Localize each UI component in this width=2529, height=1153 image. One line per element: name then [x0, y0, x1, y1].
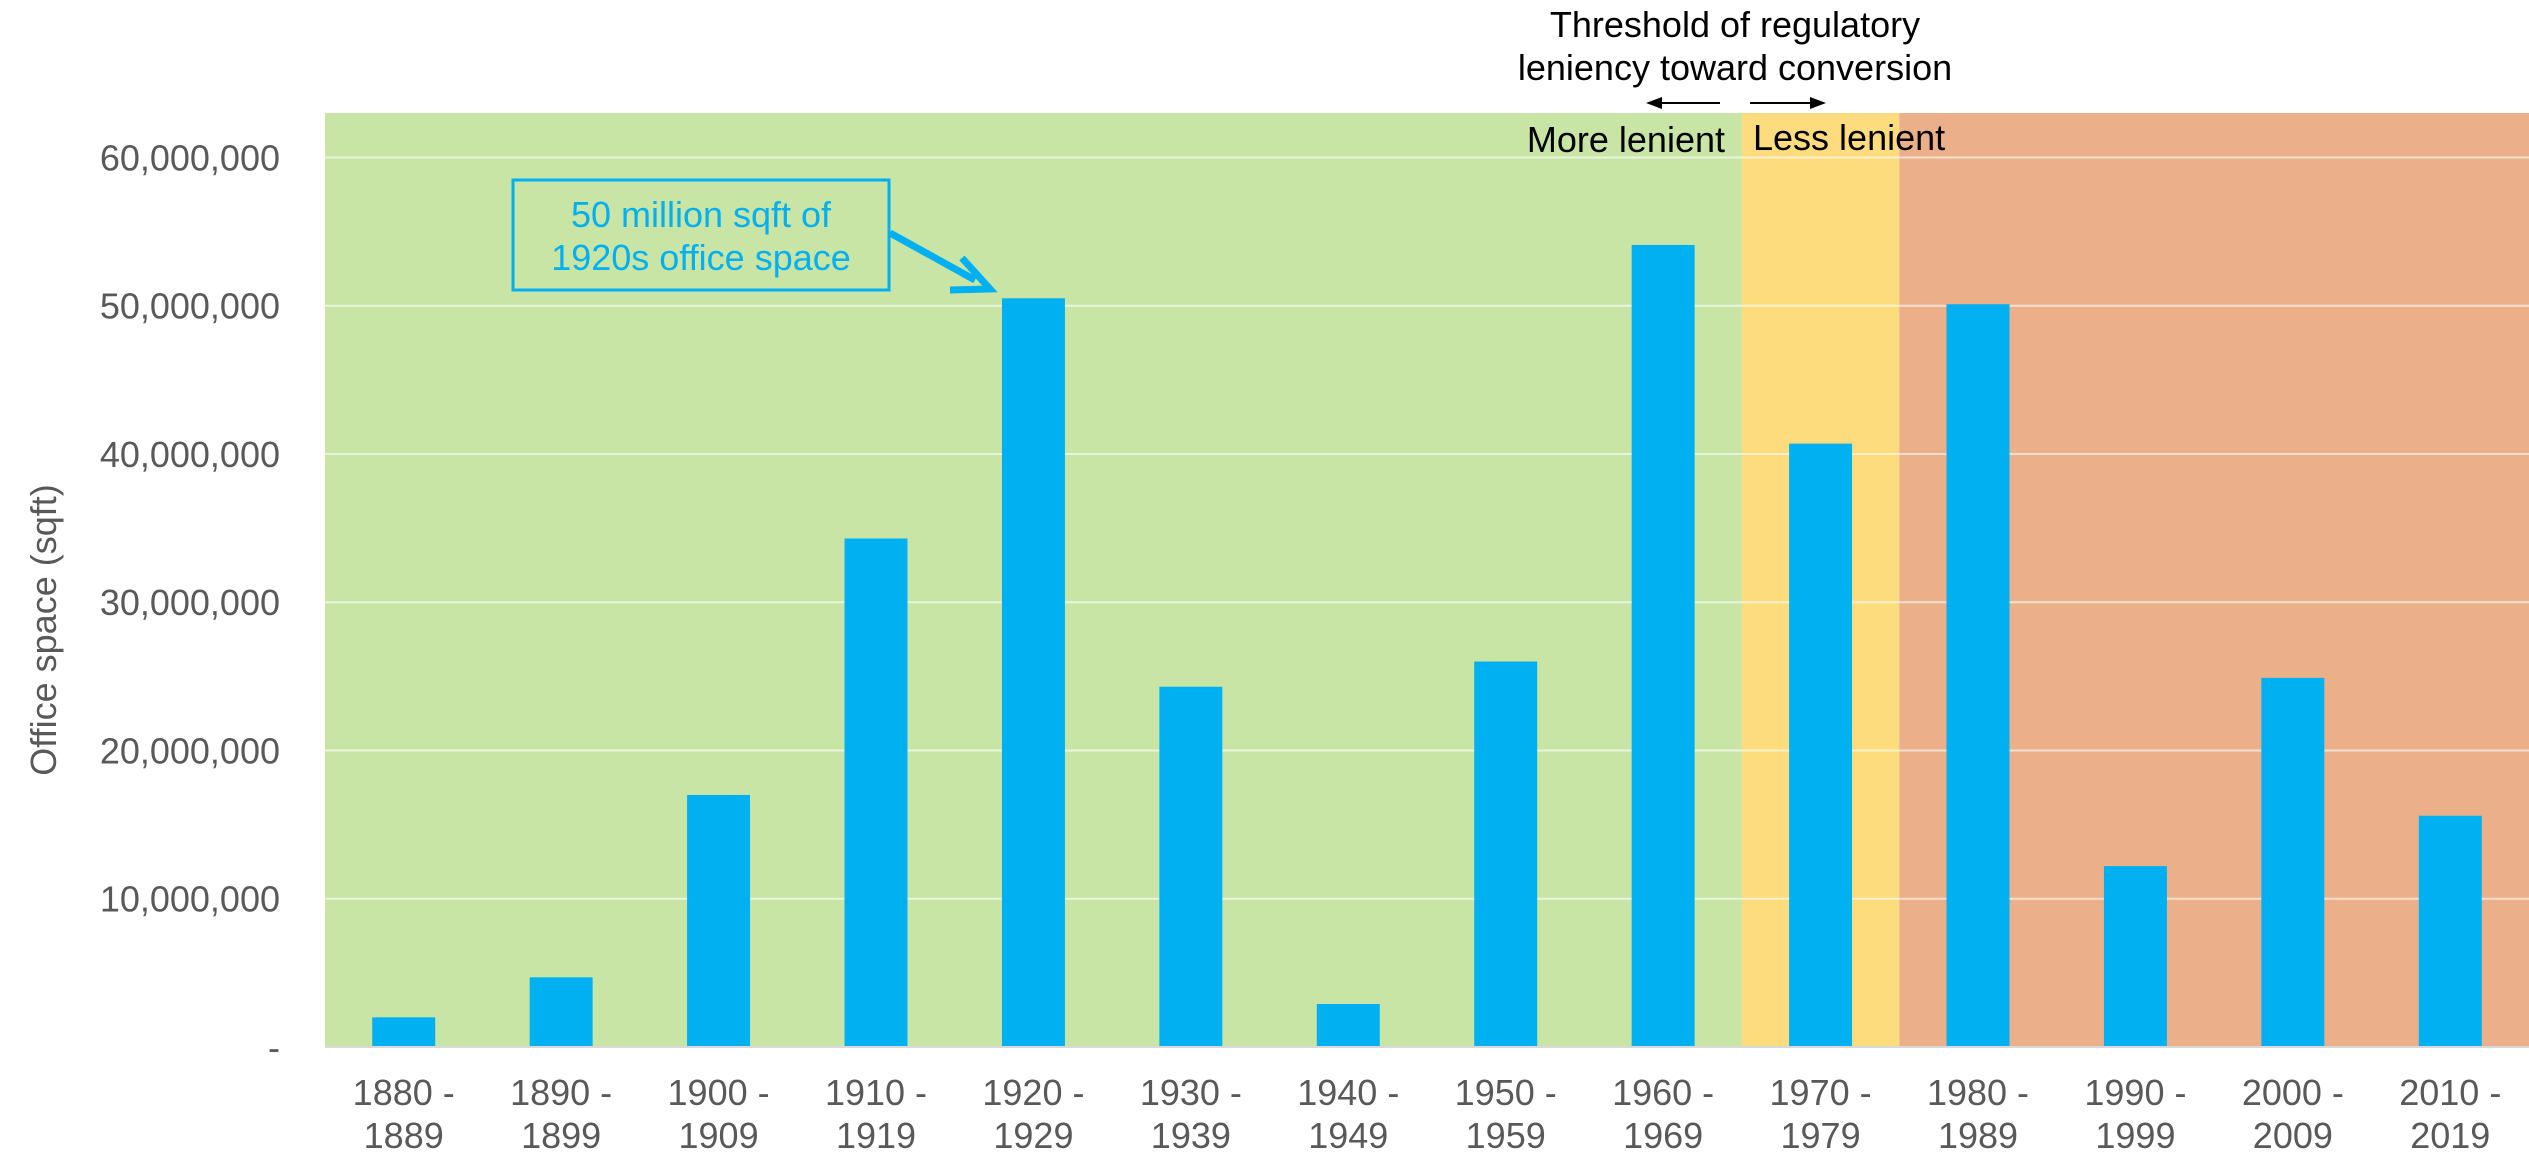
bar — [1316, 1004, 1380, 1047]
bar — [1789, 443, 1853, 1048]
bar — [1474, 661, 1538, 1047]
bar — [1001, 298, 1065, 1047]
left-arrow-head — [1646, 97, 1662, 109]
x-tick-label: 2009 — [2253, 1115, 2333, 1153]
x-tick-label: 1949 — [1308, 1115, 1388, 1153]
x-tick-label: 1910 - — [825, 1072, 927, 1113]
y-axis-label: Office space (sqft) — [23, 484, 64, 775]
callout-annotation: 50 million sqft of 1920s office space — [511, 178, 998, 294]
x-tick-label: 1930 - — [1140, 1072, 1242, 1113]
x-tick-label: 1899 — [521, 1115, 601, 1153]
x-tick-label: 1970 - — [1770, 1072, 1872, 1113]
x-tick-label: 1880 - — [353, 1072, 455, 1113]
x-tick-label: 1920 - — [982, 1072, 1084, 1113]
bar — [687, 794, 751, 1047]
bar — [529, 977, 593, 1047]
threshold-title-line-1: Threshold of regulatory — [1550, 4, 1920, 45]
bar — [1159, 686, 1223, 1047]
bar — [2261, 677, 2325, 1047]
y-tick-labels: - 10,000,000 20,000,000 30,000,000 40,000,00… — [100, 137, 280, 1068]
x-tick-label: 1969 — [1623, 1115, 1703, 1153]
bar — [2103, 866, 2167, 1047]
y-tick-label: 50,000,000 — [100, 286, 280, 327]
bar — [372, 1017, 436, 1047]
bar — [2418, 815, 2482, 1047]
callout-arrow-line — [888, 229, 977, 284]
x-tick-label: 1939 — [1151, 1115, 1231, 1153]
callout-arrow-head — [949, 255, 998, 294]
callout-line-1: 50 million sqft of — [571, 194, 832, 235]
x-tick-labels: 1880 -1889 1890 -1899 1900 -1909 1910 -1919… — [353, 1072, 2502, 1153]
x-tick-label: 2000 - — [2242, 1072, 2344, 1113]
x-tick-label: 1960 - — [1612, 1072, 1714, 1113]
y-tick-label: 60,000,000 — [100, 137, 280, 178]
x-tick-label: 1909 — [679, 1115, 759, 1153]
x-tick-label: 1900 - — [668, 1072, 770, 1113]
y-tick-label: 10,000,000 — [100, 879, 280, 920]
threshold-title-line-2: leniency toward conversion — [1518, 47, 1952, 88]
y-tick-label: - — [268, 1027, 280, 1068]
bars — [372, 244, 2482, 1048]
bar — [1631, 244, 1695, 1047]
x-tick-label: 1889 — [364, 1115, 444, 1153]
x-tick-label: 1950 - — [1455, 1072, 1557, 1113]
x-tick-label: 1979 — [1781, 1115, 1861, 1153]
x-tick-label: 1940 - — [1297, 1072, 1399, 1113]
x-tick-label: 1990 - — [2084, 1072, 2186, 1113]
callout-line-2: 1920s office space — [551, 237, 851, 278]
y-tick-label: 40,000,000 — [100, 434, 280, 475]
right-arrow-head — [1810, 97, 1826, 109]
y-tick-label: 30,000,000 — [100, 582, 280, 623]
bar — [844, 538, 908, 1047]
threshold-annotation: Threshold of regulatory leniency toward … — [1518, 4, 1952, 160]
x-tick-label: 2010 - — [2399, 1072, 2501, 1113]
x-tick-label: 1919 — [836, 1115, 916, 1153]
x-tick-label: 1989 — [1938, 1115, 2018, 1153]
more-lenient-label: More lenient — [1527, 119, 1725, 160]
x-tick-label: 1980 - — [1927, 1072, 2029, 1113]
x-tick-label: 1890 - — [510, 1072, 612, 1113]
x-tick-label: 1959 — [1466, 1115, 1546, 1153]
x-tick-label: 2019 — [2410, 1115, 2490, 1153]
y-tick-label: 20,000,000 — [100, 730, 280, 771]
x-tick-label: 1999 — [2095, 1115, 2175, 1153]
bar — [1946, 304, 2010, 1047]
x-tick-label: 1929 — [993, 1115, 1073, 1153]
less-lenient-label: Less lenient — [1753, 117, 1945, 158]
